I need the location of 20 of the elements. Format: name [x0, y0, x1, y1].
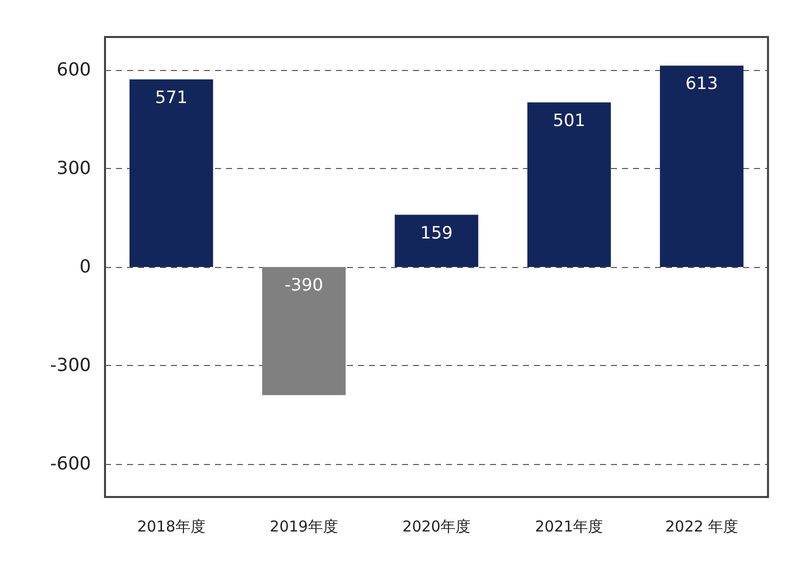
data-label: 571	[155, 88, 188, 108]
y-tick-label: 600	[56, 59, 91, 80]
x-tick-label: 2020年度	[402, 518, 471, 536]
data-label: 501	[552, 110, 586, 131]
bar	[527, 102, 611, 267]
x-tick-label: 2022 年度	[665, 518, 738, 536]
bar	[262, 267, 346, 396]
x-tick-label: 2019年度	[270, 518, 338, 536]
bar	[660, 66, 744, 267]
x-tick-label: 2018年度	[137, 518, 206, 536]
y-tick-label: -300	[50, 355, 91, 376]
y-tick-label: 300	[56, 158, 91, 179]
bar	[394, 214, 478, 267]
y-tick-label: 0	[80, 256, 91, 278]
data-label: 159	[420, 223, 453, 244]
data-label: -390	[284, 276, 324, 296]
data-label: 613	[685, 74, 718, 94]
x-tick-label: 2021年度	[535, 518, 604, 536]
bar	[130, 79, 214, 267]
y-tick-label: -600	[50, 454, 91, 475]
